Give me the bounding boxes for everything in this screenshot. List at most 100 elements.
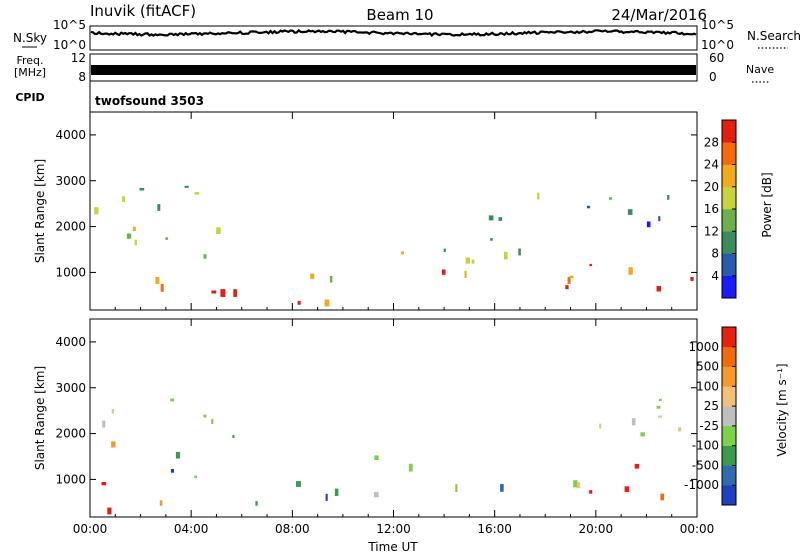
noise-tick-left-low: 10^0: [53, 38, 86, 52]
heatmap-cell: [160, 283, 164, 292]
velocity-panel: 1000 2000 3000 4000 00:00 04:00 08:00 12:00 16:…: [33, 318, 789, 554]
cpid-label: CPID: [15, 91, 44, 104]
x-tick-label: 08:00: [275, 522, 310, 536]
heatmap-cell: [373, 492, 379, 498]
heatmap-cell: [329, 275, 333, 283]
colorbar-tick-label: 28: [704, 135, 719, 149]
x-tick-label: 20:00: [579, 522, 614, 536]
heatmap-cell: [567, 277, 571, 284]
colorbar-tick-label: -25: [699, 419, 719, 433]
colorbar-tick-label: 1000: [688, 340, 719, 354]
y-tick-label: 3000: [55, 174, 86, 188]
heatmap-cell: [658, 415, 663, 418]
heatmap-cell: [488, 215, 494, 221]
heatmap-cell: [232, 434, 235, 438]
velocity-heatmap: [101, 398, 682, 515]
freq-unit-label: [MHz]: [14, 66, 46, 79]
heatmap-cell: [216, 227, 221, 234]
heatmap-cell: [573, 480, 578, 488]
colorbar-frame: [721, 326, 737, 506]
colorbar-tick-label: 20: [704, 180, 719, 194]
heatmap-cell: [157, 204, 161, 211]
colorbar-swatch: [722, 120, 736, 143]
colorbar-tick-label: 16: [704, 202, 719, 216]
heatmap-cell: [334, 488, 339, 496]
heatmap-cell: [627, 209, 633, 215]
heatmap-cell: [126, 233, 132, 239]
power-colorbar: 4 8 12 16 20 24 28: [704, 119, 737, 299]
heatmap-cell: [203, 254, 207, 259]
power-panel: 1000 2000 3000 4000 Slant Range [km] 4 8 12 16…: [33, 111, 774, 311]
y-tick-label: 1000: [55, 472, 86, 486]
nsky-label: N.Sky: [13, 31, 47, 45]
y-tick-label: 4000: [55, 335, 86, 349]
heatmap-cell: [518, 248, 521, 256]
heatmap-cell: [490, 238, 493, 241]
heatmap-cell: [498, 217, 503, 221]
station-title: Inuvik (fitACF): [90, 2, 196, 20]
heatmap-cell: [175, 451, 181, 459]
noise-sky-trace: [90, 28, 697, 38]
x-tick-label: 12:00: [376, 522, 411, 536]
heatmap-cell: [631, 418, 636, 426]
colorbar-swatch: [722, 164, 736, 188]
heatmap-cell: [504, 251, 508, 260]
heatmap-cell: [690, 277, 694, 281]
heatmap-cell: [255, 501, 258, 506]
heatmap-cell: [658, 398, 662, 401]
colorbar-tick-label: 4: [711, 269, 719, 283]
heatmap-cell: [194, 475, 198, 479]
colorbar-swatch: [722, 485, 736, 506]
heatmap-cell: [624, 486, 630, 493]
nsearch-label: N.Search: [747, 29, 800, 43]
y-tick-label: 4000: [55, 128, 86, 142]
heatmap-cell: [656, 286, 662, 292]
heatmap-cell: [589, 490, 593, 494]
heatmap-cell: [170, 469, 174, 473]
heatmap-cell: [577, 482, 581, 489]
heatmap-cell: [656, 405, 661, 409]
heatmap-cell: [297, 300, 301, 305]
time-axis-label: Time UT: [367, 540, 418, 554]
heatmap-cell: [155, 277, 160, 284]
heatmap-cell: [102, 420, 106, 428]
heatmap-cell: [660, 493, 665, 501]
freq-tick-low: 8: [78, 70, 86, 84]
heatmap-cell: [569, 275, 574, 279]
colorbar-tick-label: -1000: [684, 478, 719, 492]
x-tick-label: 00:00: [680, 522, 715, 536]
heatmap-cell: [464, 270, 467, 278]
colorbar-swatch: [722, 253, 736, 277]
colorbar-tick-label: -500: [692, 458, 719, 472]
frequency-panel: Freq. [MHz] 12 8 60 0 Nave: [14, 51, 774, 84]
colorbar-swatch: [722, 142, 736, 165]
colorbar-tick-label: 12: [704, 224, 719, 238]
heatmap-cell: [455, 484, 458, 492]
heatmap-cell: [646, 221, 651, 228]
x-tick-label: 04:00: [174, 522, 209, 536]
y-tick-label: 3000: [55, 381, 86, 395]
heatmap-cell: [640, 432, 645, 437]
heatmap-cell: [634, 463, 640, 469]
date-title: 24/Mar/2016: [611, 6, 707, 24]
velocity-ylabel: Slant Range [km]: [33, 366, 47, 470]
heatmap-cell: [170, 398, 175, 402]
heatmap-cell: [401, 251, 404, 255]
heatmap-cell: [325, 493, 328, 501]
heatmap-cell: [667, 194, 670, 200]
colorbar-tick-label: -100: [692, 439, 719, 453]
y-tick-label: 1000: [55, 265, 86, 279]
colorbar-swatch: [722, 445, 736, 466]
heatmap-cell: [296, 481, 301, 487]
heatmap-cell: [101, 482, 107, 486]
colorbar-tick-label: 24: [704, 158, 719, 172]
heatmap-cell: [589, 263, 593, 267]
y-tick-label: 2000: [55, 427, 86, 441]
heatmap-cell: [194, 192, 200, 195]
colorbar-tick-label: 500: [696, 360, 719, 374]
velocity-colorbar: 1000 500 100 25 -25 -100 -500 -1000: [684, 326, 737, 506]
heatmap-cell: [132, 226, 136, 232]
colorbar-swatch: [722, 406, 736, 427]
heatmap-cell: [609, 197, 612, 200]
